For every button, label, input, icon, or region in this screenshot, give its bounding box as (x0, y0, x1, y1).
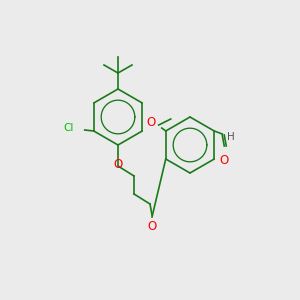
Text: O: O (220, 154, 229, 167)
Text: Cl: Cl (63, 123, 74, 133)
Text: O: O (113, 158, 123, 171)
Text: O: O (146, 116, 156, 130)
Text: O: O (147, 220, 157, 233)
Text: H: H (227, 132, 235, 142)
